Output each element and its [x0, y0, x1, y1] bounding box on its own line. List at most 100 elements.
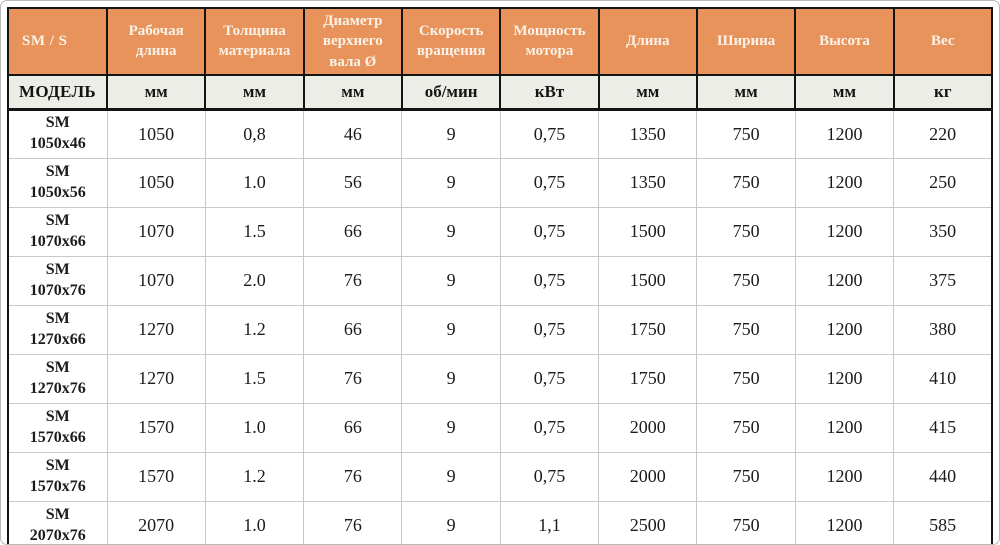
- column-header: Толщина материала: [204, 7, 305, 76]
- model-cell: SM 1270x66: [7, 304, 108, 355]
- value-cell: 1270: [106, 304, 206, 355]
- value-cell: 250: [893, 157, 993, 208]
- value-cell: 1200: [794, 206, 895, 257]
- value-cell: 66: [303, 402, 403, 453]
- value-cell: 1200: [794, 500, 895, 544]
- value-cell: 1200: [794, 353, 895, 404]
- value-cell: 1750: [598, 304, 698, 355]
- value-cell: 1200: [794, 108, 895, 159]
- value-cell: 1.5: [204, 353, 305, 404]
- value-cell: 1.0: [204, 157, 305, 208]
- value-cell: 2070: [106, 500, 206, 544]
- value-cell: 0,8: [204, 108, 305, 159]
- value-cell: 750: [696, 108, 796, 159]
- model-cell: SM 1070x76: [7, 255, 108, 306]
- value-cell: 1200: [794, 451, 895, 502]
- model-cell: SM 1570x76: [7, 451, 108, 502]
- model-cell: SM 2070x76: [7, 500, 108, 544]
- value-cell: 1050: [106, 157, 206, 208]
- column-header-row: SM / S Рабочая длина Толщина материала Диа…: [7, 7, 994, 76]
- value-cell: 750: [696, 500, 796, 544]
- model-cell: SM 1070x66: [7, 206, 108, 257]
- value-cell: 9: [401, 108, 501, 159]
- value-cell: 76: [303, 451, 403, 502]
- value-cell: 1570: [106, 402, 206, 453]
- unit-cell: об/мин: [400, 73, 502, 111]
- value-cell: 350: [893, 206, 993, 257]
- value-cell: 9: [401, 500, 501, 544]
- value-cell: 1050: [106, 108, 206, 159]
- value-cell: 0,75: [499, 353, 600, 404]
- table-title: SM / S: [7, 7, 108, 76]
- units-row: МОДЕЛЬ мм мм мм об/мин кВт мм мм мм кг: [7, 73, 994, 111]
- table-row: SM 1270x76 1270 1.5 76 9 0,75 1750 750 1200 410: [7, 353, 993, 404]
- model-cell: SM 1050x56: [7, 157, 108, 208]
- value-cell: 1350: [598, 157, 698, 208]
- unit-cell: мм: [794, 73, 895, 111]
- unit-cell: мм: [105, 73, 207, 111]
- value-cell: 410: [893, 353, 993, 404]
- value-cell: 415: [893, 402, 993, 453]
- value-cell: 750: [696, 451, 796, 502]
- value-cell: 76: [303, 255, 403, 306]
- column-header: Высота: [794, 7, 895, 76]
- value-cell: 440: [893, 451, 993, 502]
- unit-cell: мм: [695, 73, 797, 111]
- value-cell: 56: [303, 157, 403, 208]
- table-row: SM 1070x66 1070 1.5 66 9 0,75 1500 750 1200 350: [7, 206, 993, 257]
- value-cell: 0,75: [499, 255, 600, 306]
- spec-table: SM / S Рабочая длина Толщина материала Диа…: [7, 7, 994, 544]
- table-row: SM 1270x66 1270 1.2 66 9 0,75 1750 750 1200 380: [7, 304, 993, 355]
- value-cell: 1570: [106, 451, 206, 502]
- value-cell: 750: [696, 353, 796, 404]
- value-cell: 2000: [598, 402, 698, 453]
- table-body: SM 1050x46 1050 0,8 46 9 0,75 1350 750 1200 220 SM 1…: [7, 108, 993, 544]
- unit-cell: мм: [597, 73, 698, 111]
- table-row: SM 1070x76 1070 2.0 76 9 0,75 1500 750 1200 375: [7, 255, 993, 306]
- model-cell: SM 1050x46: [7, 108, 108, 159]
- value-cell: 9: [401, 353, 501, 404]
- value-cell: 9: [401, 304, 501, 355]
- value-cell: 46: [303, 108, 403, 159]
- value-cell: 1070: [106, 206, 206, 257]
- value-cell: 1270: [106, 353, 206, 404]
- value-cell: 9: [401, 402, 501, 453]
- table-row: SM 2070x76 2070 1.0 76 9 1,1 2500 750 1200 585: [7, 500, 993, 544]
- value-cell: 0,75: [499, 304, 600, 355]
- value-cell: 585: [893, 500, 993, 544]
- value-cell: 375: [893, 255, 993, 306]
- column-header: Скорость вращения: [400, 7, 502, 76]
- value-cell: 2000: [598, 451, 698, 502]
- value-cell: 1.0: [204, 402, 305, 453]
- value-cell: 66: [303, 304, 403, 355]
- value-cell: 0,75: [499, 402, 600, 453]
- column-header: Вес: [892, 7, 994, 76]
- value-cell: 1200: [794, 255, 895, 306]
- value-cell: 220: [893, 108, 993, 159]
- model-cell: SM 1270x76: [7, 353, 108, 404]
- table-row: SM 1050x46 1050 0,8 46 9 0,75 1350 750 1200 220: [7, 108, 993, 159]
- column-header: Ширина: [695, 7, 797, 76]
- value-cell: 750: [696, 304, 796, 355]
- table-row: SM 1570x66 1570 1.0 66 9 0,75 2000 750 1200 415: [7, 402, 993, 453]
- column-header: Мощность мотора: [499, 7, 600, 76]
- unit-cell: мм: [204, 73, 305, 111]
- value-cell: 1200: [794, 157, 895, 208]
- value-cell: 0,75: [499, 157, 600, 208]
- table-row: SM 1050x56 1050 1.0 56 9 0,75 1350 750 1200 250: [7, 157, 993, 208]
- unit-cell: кг: [892, 73, 994, 111]
- value-cell: 1500: [598, 255, 698, 306]
- value-cell: 1200: [794, 402, 895, 453]
- value-cell: 0,75: [499, 451, 600, 502]
- value-cell: 2500: [598, 500, 698, 544]
- value-cell: 380: [893, 304, 993, 355]
- value-cell: 1750: [598, 353, 698, 404]
- value-cell: 750: [696, 157, 796, 208]
- value-cell: 76: [303, 353, 403, 404]
- column-header: Диаметр верхнего вала Ø: [302, 7, 403, 76]
- value-cell: 1350: [598, 108, 698, 159]
- table-row: SM 1570x76 1570 1.2 76 9 0,75 2000 750 1200 440: [7, 451, 993, 502]
- value-cell: 9: [401, 255, 501, 306]
- value-cell: 9: [401, 451, 501, 502]
